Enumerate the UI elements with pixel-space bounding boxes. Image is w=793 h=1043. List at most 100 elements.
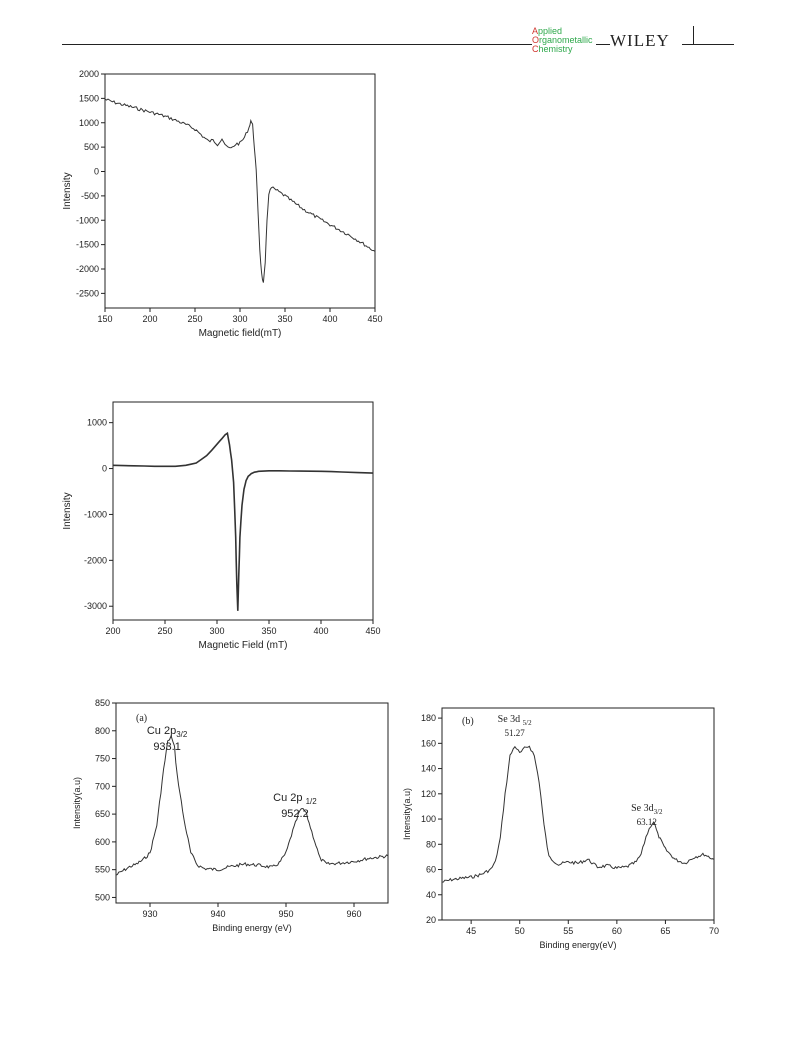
- x-tick-label: 300: [232, 314, 247, 324]
- peak-label-main: Se 3d: [631, 803, 654, 814]
- epr-spectrum-chart-2: 200 250 300 350 400 450 1000 0 -1000 -2000 -3000 Ma…: [62, 401, 381, 651]
- x-axis-label: Binding energy (eV): [212, 923, 292, 933]
- series-line: [112, 431, 374, 611]
- x-tick-label: 250: [187, 314, 202, 324]
- y-axis-label: Intensity: [62, 172, 73, 209]
- y-tick-label: 600: [95, 837, 110, 847]
- x-tick-label: 950: [278, 909, 293, 919]
- y-tick-label: 1000: [79, 118, 99, 128]
- x-tick-label: 450: [367, 314, 382, 324]
- series-line: [115, 734, 389, 876]
- y-tick-label: -1500: [76, 240, 99, 250]
- y-tick-label: 500: [95, 892, 110, 902]
- publisher-rule-right: [682, 44, 734, 45]
- x-tick-label: 70: [709, 926, 719, 936]
- y-tick-label: 80: [426, 839, 436, 849]
- y-tick-label: 800: [95, 726, 110, 736]
- peak-value: 51.27: [505, 728, 526, 738]
- peak-label-subscript: 1/2: [306, 797, 318, 806]
- peak-value: 933.1: [153, 741, 181, 753]
- plot-frame: [112, 401, 374, 621]
- xps-se-chart: 45 50 55 60 65 70 20 40 60 80 100 120 140 160 180 Bindi…: [402, 707, 719, 950]
- y-tick-label: 0: [102, 464, 107, 474]
- y-tick-label: -500: [81, 191, 99, 201]
- journal-line-1: Applied: [532, 26, 563, 36]
- x-tick-label: 55: [563, 926, 573, 936]
- x-tick-label: 250: [157, 626, 172, 636]
- peak-label-main: Se 3d: [498, 714, 523, 725]
- header-rule: [62, 44, 532, 45]
- x-tick-label: 50: [515, 926, 525, 936]
- peak-label: Cu 2p 1/2: [273, 792, 317, 806]
- y-tick-label: 850: [95, 698, 110, 708]
- page-number-bar: [693, 26, 694, 44]
- x-tick-label: 65: [660, 926, 670, 936]
- y-tick-label: -1000: [76, 215, 99, 225]
- y-tick-label: 120: [421, 789, 436, 799]
- y-tick-label: 500: [84, 142, 99, 152]
- series-line: [104, 98, 376, 283]
- x-tick-label: 200: [105, 626, 120, 636]
- y-tick-label: 140: [421, 764, 436, 774]
- x-tick-label: 350: [261, 626, 276, 636]
- x-tick-label: 400: [322, 314, 337, 324]
- x-axis-label: Magnetic field(mT): [199, 328, 282, 339]
- peak-label-main: Cu 2p: [147, 725, 176, 737]
- peak-value: 63.12: [637, 817, 657, 827]
- x-axis-label: Magnetic Field (mT): [199, 640, 288, 651]
- xps-cu-chart: 930 940 950 960 500 550 600 650 700 750 800 850 Bind…: [72, 698, 389, 933]
- y-tick-label: 40: [426, 890, 436, 900]
- x-tick-label: 60: [612, 926, 622, 936]
- peak-label-main: Cu 2p: [273, 792, 305, 804]
- panel-label: (a): [136, 713, 147, 724]
- y-tick-label: 1500: [79, 93, 99, 103]
- epr-spectrum-chart-1: 150 200 250 300 350 400 450 2000 1500 1000 500 0 -50…: [62, 69, 383, 339]
- x-axis-label: Binding energy(eV): [539, 940, 616, 950]
- y-tick-label: -2000: [76, 264, 99, 274]
- y-tick-label: 650: [95, 809, 110, 819]
- x-tick-label: 930: [142, 909, 157, 919]
- journal-name: Applied Organometallic Chemistry: [532, 27, 593, 54]
- x-tick-label: 400: [313, 626, 328, 636]
- y-tick-label: -1000: [84, 509, 107, 519]
- y-tick-label: 160: [421, 738, 436, 748]
- y-tick-label: 750: [95, 754, 110, 764]
- y-tick-label: 100: [421, 814, 436, 824]
- peak-label-subscript: 3/2: [176, 730, 188, 739]
- y-tick-label: 1000: [87, 418, 107, 428]
- plot-frame: [115, 702, 389, 904]
- y-tick-label: 550: [95, 865, 110, 875]
- peak-label-subscript: 3/2: [654, 808, 663, 816]
- x-tick-label: 200: [142, 314, 157, 324]
- y-tick-label: -2000: [84, 555, 107, 565]
- peak-value: 952.2: [281, 808, 309, 820]
- y-axis-label: Intensity(a.u): [72, 777, 82, 829]
- y-tick-label: 0: [94, 167, 99, 177]
- peak-label: Cu 2p3/2: [147, 725, 188, 739]
- peak-label: Se 3d 5/2: [498, 714, 532, 727]
- x-tick-label: 450: [365, 626, 380, 636]
- peak-label: Se 3d3/2: [631, 803, 663, 816]
- y-tick-label: 2000: [79, 69, 99, 79]
- y-axis-label: Intensity: [62, 492, 73, 529]
- x-tick-label: 300: [209, 626, 224, 636]
- publisher-rule-left: [596, 44, 610, 45]
- journal-line-2: Organometallic: [532, 35, 593, 45]
- journal-line-3: Chemistry: [532, 44, 573, 54]
- panel-label: (b): [462, 716, 474, 727]
- publisher-logo: WILEY: [610, 31, 670, 50]
- x-tick-label: 960: [346, 909, 361, 919]
- y-tick-label: 20: [426, 915, 436, 925]
- x-tick-label: 940: [210, 909, 225, 919]
- plot-frame: [441, 707, 715, 921]
- y-axis-label: Intensity(a.u): [402, 788, 412, 840]
- peak-label-subscript: 5/2: [523, 719, 532, 727]
- plot-frame: [104, 73, 376, 309]
- y-tick-label: 700: [95, 781, 110, 791]
- y-tick-label: 60: [426, 865, 436, 875]
- y-tick-label: -3000: [84, 601, 107, 611]
- y-tick-label: -2500: [76, 288, 99, 298]
- series-line: [441, 745, 715, 883]
- y-tick-label: 180: [421, 713, 436, 723]
- x-tick-label: 150: [97, 314, 112, 324]
